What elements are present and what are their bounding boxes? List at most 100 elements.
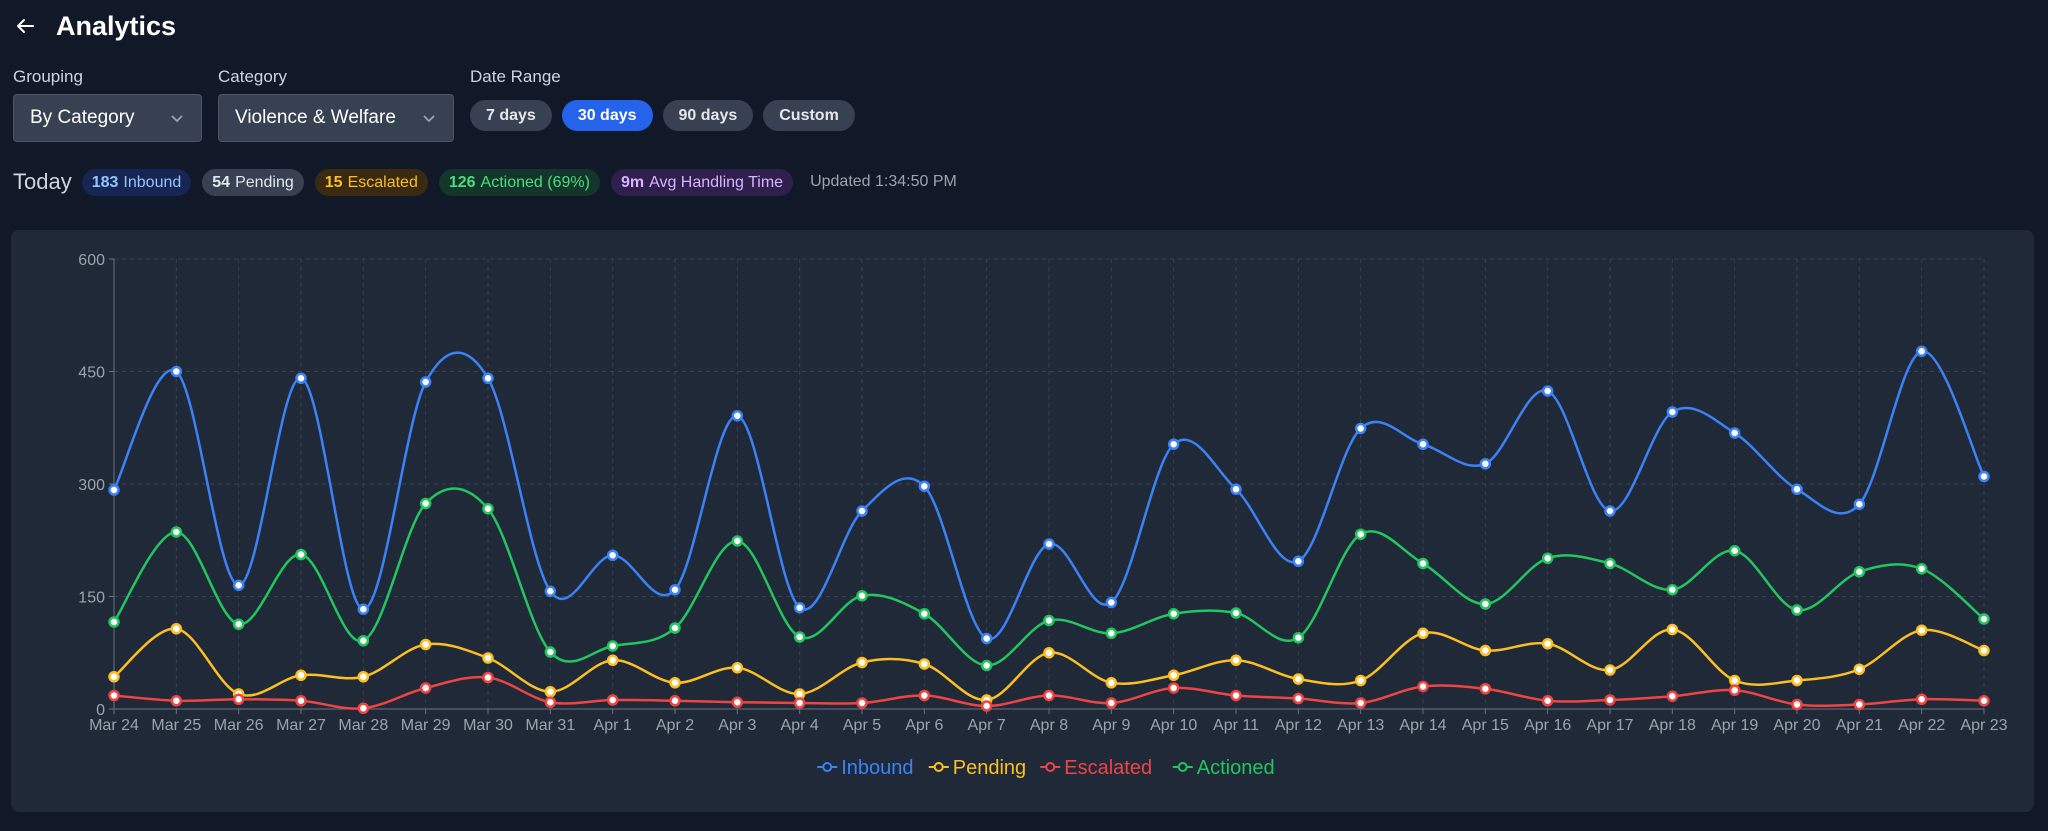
data-point-inbound bbox=[669, 584, 681, 596]
date-range-30-days[interactable]: 30 days bbox=[561, 100, 653, 131]
data-point-pending bbox=[1354, 674, 1367, 687]
x-tick-label: Apr 15 bbox=[1462, 717, 1509, 734]
data-point-actioned bbox=[1043, 614, 1055, 627]
data-point-pending bbox=[1915, 624, 1928, 636]
data-point-actioned bbox=[793, 631, 806, 643]
category-select[interactable]: Violence & Welfare bbox=[218, 94, 454, 142]
data-point-pending bbox=[1417, 627, 1429, 639]
data-point-inbound bbox=[108, 484, 120, 496]
data-point-escalated bbox=[295, 695, 307, 707]
chevron-down-icon bbox=[421, 110, 437, 132]
data-point-pending bbox=[793, 688, 806, 700]
x-tick-label: Mar 28 bbox=[338, 717, 388, 734]
date-range-7-days[interactable]: 7 days bbox=[470, 100, 552, 131]
x-tick-label: Apr 21 bbox=[1836, 717, 1883, 734]
data-point-actioned bbox=[606, 640, 619, 652]
x-tick-label: Apr 4 bbox=[781, 717, 819, 734]
x-tick-label: Apr 23 bbox=[1960, 717, 2007, 734]
data-point-inbound bbox=[1541, 385, 1554, 397]
data-point-escalated bbox=[856, 697, 868, 709]
date-range-label: Date Range bbox=[470, 67, 561, 86]
data-point-actioned bbox=[108, 616, 120, 628]
data-point-inbound bbox=[1105, 596, 1118, 609]
data-point-pending bbox=[357, 671, 370, 683]
data-point-inbound bbox=[918, 480, 931, 492]
data-point-inbound bbox=[1978, 470, 1990, 483]
x-tick-label: Mar 24 bbox=[89, 717, 139, 734]
aht-value: 9m bbox=[620, 173, 645, 191]
data-point-escalated bbox=[1604, 694, 1616, 706]
data-point-escalated bbox=[108, 689, 120, 702]
x-tick-label: Apr 19 bbox=[1711, 717, 1758, 734]
data-point-inbound bbox=[1915, 345, 1928, 357]
data-point-escalated bbox=[1230, 689, 1242, 702]
data-point-escalated bbox=[357, 702, 370, 714]
inbound-badge-label: Inbound bbox=[123, 173, 182, 191]
data-point-inbound bbox=[1479, 458, 1492, 470]
data-point-actioned bbox=[357, 635, 370, 647]
legend-label-inbound: Inbound bbox=[841, 757, 913, 779]
data-point-pending bbox=[1043, 647, 1055, 659]
data-point-actioned bbox=[1853, 566, 1866, 578]
data-point-escalated bbox=[980, 700, 993, 712]
back-arrow-icon[interactable] bbox=[14, 15, 36, 37]
date-range-group: Date Range 7 days 30 days 90 days Custom bbox=[470, 66, 865, 131]
data-point-escalated bbox=[731, 696, 744, 708]
escalated-badge: 15 Escalated bbox=[314, 168, 428, 196]
x-tick-label: Apr 2 bbox=[656, 717, 694, 734]
data-point-escalated bbox=[606, 694, 619, 706]
grouping-select[interactable]: By Category bbox=[13, 94, 202, 142]
line-chart: 0 150 300 450 600 Mar 24 Mar 25 Mar 26 Mar 27 Mar… bbox=[78, 252, 2007, 779]
pending-badge-label: Pending bbox=[235, 173, 294, 191]
data-point-escalated bbox=[1541, 695, 1554, 707]
data-point-actioned bbox=[1417, 557, 1429, 570]
data-point-pending bbox=[295, 669, 307, 681]
x-tick-label: Apr 16 bbox=[1524, 717, 1571, 734]
legend-marker-dot-pending bbox=[933, 762, 944, 772]
grouping-value: By Category bbox=[30, 107, 135, 128]
legend-marker-dot-escalated bbox=[1045, 762, 1056, 772]
y-tick-label: 0 bbox=[96, 702, 105, 719]
data-point-actioned bbox=[1666, 584, 1679, 596]
escalated-count: 15 bbox=[324, 173, 343, 191]
data-point-pending bbox=[1167, 669, 1180, 681]
data-point-escalated bbox=[232, 693, 245, 705]
data-point-inbound bbox=[1417, 438, 1429, 450]
data-point-inbound bbox=[295, 372, 307, 384]
date-range-90-days[interactable]: 90 days bbox=[662, 100, 754, 131]
data-point-escalated bbox=[1728, 684, 1741, 696]
page-title: Analytics bbox=[56, 10, 177, 41]
x-tick-label: Apr 7 bbox=[968, 717, 1006, 734]
x-tick-label: Apr 13 bbox=[1337, 717, 1384, 734]
data-point-pending bbox=[1230, 654, 1242, 666]
data-point-escalated bbox=[1479, 683, 1492, 695]
data-point-escalated bbox=[1791, 698, 1803, 711]
data-point-pending bbox=[669, 677, 681, 689]
data-point-actioned bbox=[1292, 632, 1305, 644]
data-point-inbound bbox=[1728, 427, 1741, 439]
data-point-escalated bbox=[793, 697, 806, 709]
x-tick-label: Apr 20 bbox=[1773, 717, 1820, 734]
x-tick-label: Apr 10 bbox=[1150, 717, 1197, 734]
data-point-pending bbox=[544, 686, 557, 698]
x-tick-label: Mar 30 bbox=[463, 717, 513, 734]
data-point-actioned bbox=[731, 535, 744, 547]
data-point-inbound bbox=[793, 602, 806, 614]
data-point-pending bbox=[482, 652, 494, 664]
legend-marker-dot-inbound bbox=[822, 762, 833, 772]
data-point-pending bbox=[1728, 674, 1741, 687]
data-point-actioned bbox=[1604, 557, 1616, 570]
data-point-inbound bbox=[1230, 483, 1242, 495]
data-point-escalated bbox=[1105, 697, 1118, 709]
data-point-inbound bbox=[1791, 483, 1803, 495]
data-point-pending bbox=[1853, 663, 1866, 675]
date-range-custom[interactable]: Custom bbox=[763, 100, 855, 131]
actioned-badge-label: Actioned (69%) bbox=[480, 173, 590, 191]
x-tick-label: Apr 6 bbox=[905, 717, 943, 734]
data-point-pending bbox=[1292, 673, 1305, 685]
data-point-inbound bbox=[1292, 555, 1305, 567]
data-point-escalated bbox=[482, 671, 494, 684]
data-point-actioned bbox=[980, 659, 993, 672]
aht-badge: 9m Avg Handling Time bbox=[610, 168, 794, 196]
data-point-inbound bbox=[1604, 505, 1616, 517]
